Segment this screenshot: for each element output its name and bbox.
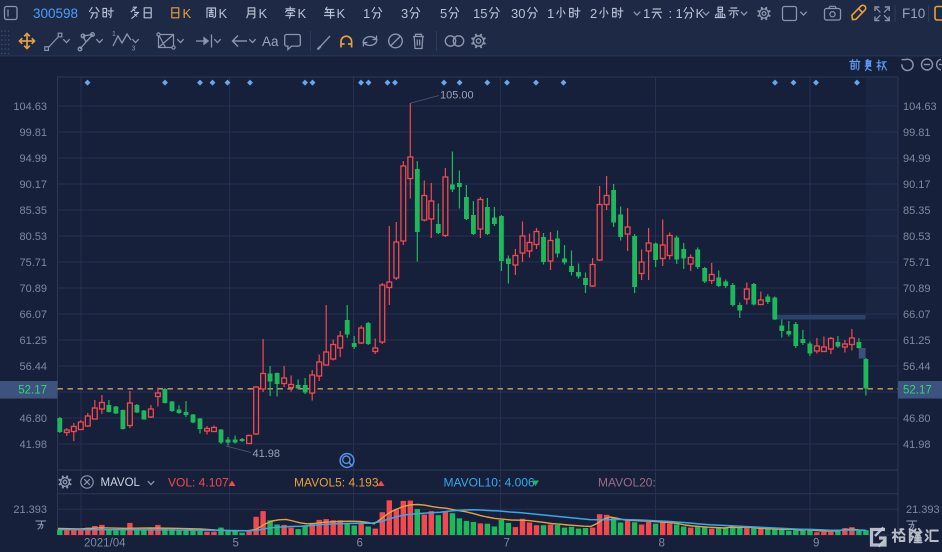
svg-text:104.63: 104.63: [13, 101, 47, 113]
svg-text:K: K: [337, 6, 346, 21]
svg-text:94.99: 94.99: [903, 153, 931, 165]
svg-text:MAVOL: MAVOL: [101, 477, 141, 489]
svg-text:K: K: [696, 6, 705, 21]
svg-text:80.53: 80.53: [903, 231, 931, 243]
svg-text:90.17: 90.17: [903, 179, 931, 191]
svg-text:MAVOL5: 4.193: MAVOL5: 4.193: [294, 476, 379, 490]
svg-text:70.89: 70.89: [903, 283, 931, 295]
svg-text:1: 1: [643, 6, 650, 21]
svg-text:300598: 300598: [33, 6, 78, 21]
svg-text:46.80: 46.80: [903, 413, 931, 425]
svg-text:80.53: 80.53: [19, 231, 47, 243]
svg-text:99.81: 99.81: [903, 127, 931, 139]
svg-text:70.89: 70.89: [19, 283, 47, 295]
svg-text:2021/04: 2021/04: [84, 538, 126, 550]
svg-text:MAVOL20:: MAVOL20:: [598, 476, 656, 490]
svg-text:99.81: 99.81: [19, 127, 47, 139]
svg-text:K: K: [298, 6, 307, 21]
svg-text:105.00: 105.00: [440, 90, 474, 102]
svg-text:9: 9: [813, 538, 819, 550]
svg-text:66.07: 66.07: [903, 309, 931, 321]
svg-text:75.71: 75.71: [19, 257, 47, 269]
svg-text:K: K: [259, 6, 268, 21]
svg-text:3: 3: [401, 6, 408, 21]
svg-text:21.393: 21.393: [906, 504, 940, 516]
svg-text:75.71: 75.71: [903, 257, 931, 269]
svg-text:94.99: 94.99: [19, 153, 47, 165]
svg-text:1: 1: [676, 6, 683, 21]
svg-text:90.17: 90.17: [19, 179, 47, 191]
svg-text:F10: F10: [902, 6, 925, 21]
svg-text:VOL: 4.107: VOL: 4.107: [168, 476, 229, 490]
svg-text:K: K: [219, 6, 228, 21]
svg-text:41.98: 41.98: [903, 439, 931, 451]
svg-text:5: 5: [233, 538, 239, 550]
svg-text:41.98: 41.98: [19, 439, 47, 451]
svg-text:1: 1: [547, 6, 554, 21]
svg-text:56.44: 56.44: [903, 361, 931, 373]
svg-text:41.98: 41.98: [253, 448, 281, 460]
svg-text:8: 8: [659, 538, 665, 550]
svg-text:30: 30: [511, 6, 525, 21]
svg-text:5: 5: [440, 6, 447, 21]
svg-text:85.35: 85.35: [19, 205, 47, 217]
svg-text:MAVOL10: 4.006: MAVOL10: 4.006: [444, 476, 535, 490]
svg-text:61.25: 61.25: [19, 335, 47, 347]
svg-text:1: 1: [112, 31, 116, 38]
svg-text:K: K: [183, 6, 192, 21]
svg-text:46.80: 46.80: [19, 413, 47, 425]
svg-text:21.393: 21.393: [13, 504, 47, 516]
svg-text:85.35: 85.35: [903, 205, 931, 217]
svg-text:2: 2: [590, 6, 597, 21]
svg-text:56.44: 56.44: [19, 361, 47, 373]
svg-text:3: 3: [132, 46, 136, 53]
svg-text:61.25: 61.25: [903, 335, 931, 347]
svg-text:104.63: 104.63: [903, 101, 937, 113]
svg-text:1: 1: [363, 6, 370, 21]
svg-text:7: 7: [504, 538, 510, 550]
svg-text:6: 6: [357, 538, 363, 550]
svg-text:15: 15: [473, 6, 487, 21]
svg-text:66.07: 66.07: [19, 309, 47, 321]
svg-text:52.17: 52.17: [18, 385, 47, 397]
svg-text:Aa: Aa: [262, 34, 279, 49]
svg-text::: :: [669, 6, 673, 21]
svg-text:52.17: 52.17: [903, 385, 932, 397]
